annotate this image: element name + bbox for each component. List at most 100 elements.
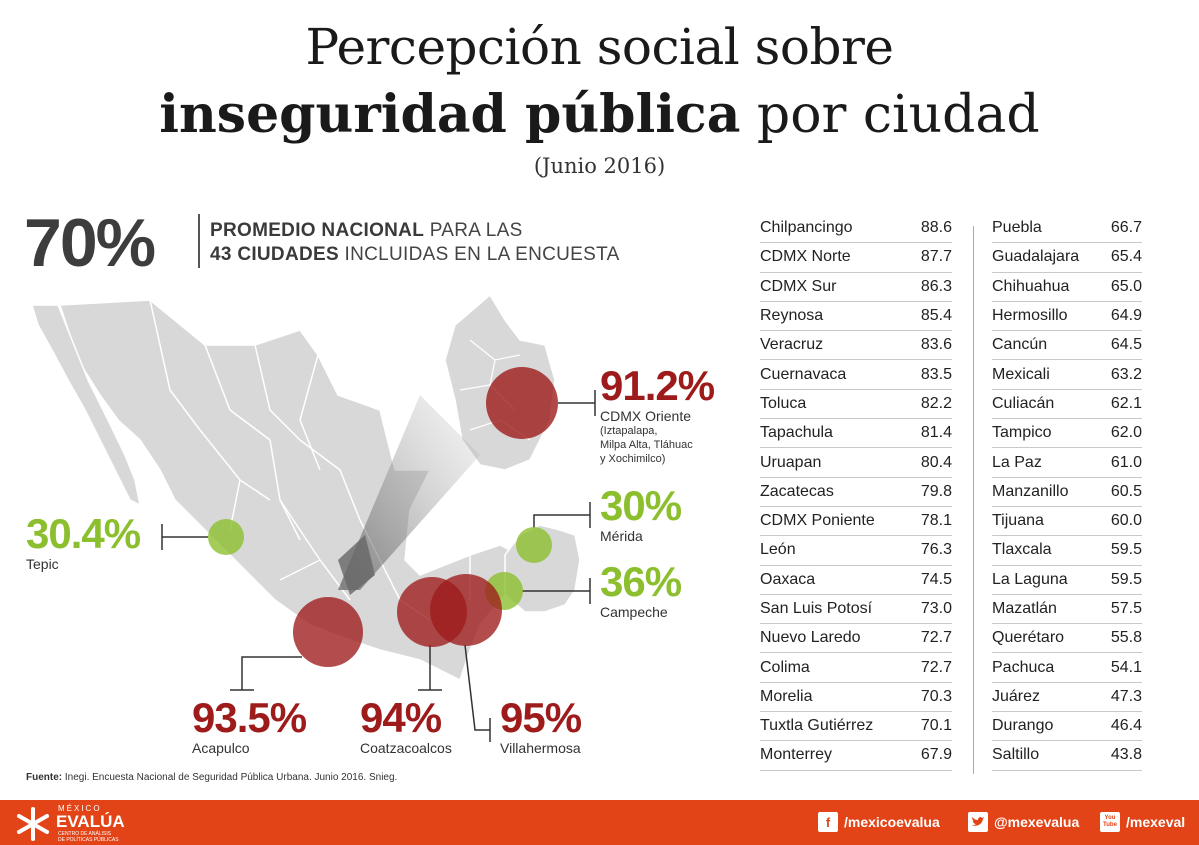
table-row: Juárez 47.3 xyxy=(992,683,1142,713)
table-row: Toluca 82.2 xyxy=(760,390,952,420)
callout-merida: 30% Mérida xyxy=(600,482,682,545)
twitter-handle: @mexevalua xyxy=(994,814,1080,830)
city-name: Zacatecas xyxy=(760,482,834,500)
table-row: Nuevo Laredo 72.7 xyxy=(760,624,952,654)
table-row: Hermosillo 64.9 xyxy=(992,302,1142,332)
callout-tepic: 30.4% Tepic xyxy=(26,512,141,573)
city-name: Cuernavaca xyxy=(760,365,847,383)
table-row: Cancún 64.5 xyxy=(992,331,1142,361)
city-name: Juárez xyxy=(992,687,1041,705)
city-value: 72.7 xyxy=(920,629,952,647)
table-row: CDMX Poniente 78.1 xyxy=(760,507,952,537)
facebook-link[interactable]: f /mexicoevalua xyxy=(818,812,940,832)
map-baja xyxy=(30,304,142,507)
bubble-acapulco xyxy=(293,597,363,667)
city-value: 43.8 xyxy=(1110,746,1142,764)
table-row: Querétaro 55.8 xyxy=(992,624,1142,654)
city-value: 83.6 xyxy=(920,336,952,354)
city-name: Tuxtla Gutiérrez xyxy=(760,717,874,735)
logo-sub: CENTRO DE ANÁLISIS xyxy=(58,831,112,837)
column-divider xyxy=(973,226,974,774)
table-row: CDMX Sur 86.3 xyxy=(760,273,952,302)
table-row: Chihuahua 65.0 xyxy=(992,273,1142,302)
table-row: Colima 72.7 xyxy=(760,653,952,683)
table-row: Mazatlán 57.5 xyxy=(992,595,1142,625)
facebook-handle: /mexicoevalua xyxy=(844,814,940,830)
table-row: Chilpancingo 88.6 xyxy=(760,214,952,244)
city-name: Cancún xyxy=(992,336,1048,354)
city-value: 67.9 xyxy=(920,746,952,764)
city-name: Tapachula xyxy=(760,424,833,442)
city-name: Durango xyxy=(992,717,1054,735)
label-rest-2: INCLUIDAS EN LA ENCUESTA xyxy=(344,244,620,265)
footer-bar: MÉXICO EVALÚA CENTRO DE ANÁLISIS DE POLÍ… xyxy=(0,800,1199,845)
page-title-line2: inseguridad pública por ciudad xyxy=(0,84,1199,145)
table-row: Tampico 62.0 xyxy=(992,419,1142,449)
city-value: 65.0 xyxy=(1110,277,1142,295)
city-name: Veracruz xyxy=(760,336,824,354)
table-row: Oaxaca 74.5 xyxy=(760,566,952,595)
city-name: Manzanillo xyxy=(992,482,1069,500)
city-value: 81.4 xyxy=(920,424,952,442)
label-bold-1: PROMEDIO NACIONAL xyxy=(210,220,425,241)
city-value: 78.1 xyxy=(920,512,952,530)
city-name: La Laguna xyxy=(992,570,1068,588)
cdmx-location xyxy=(338,535,375,595)
logo-top: MÉXICO xyxy=(58,804,102,813)
city-value: 65.4 xyxy=(1110,248,1142,266)
table-row: Pachuca 54.1 xyxy=(992,653,1142,683)
callout-villahermosa: 95% Villahermosa xyxy=(500,696,582,757)
twitter-link[interactable]: @mexevalua xyxy=(968,812,1079,832)
city-name: CDMX Poniente xyxy=(760,512,875,530)
callout-pct: 30% xyxy=(600,482,682,529)
callout-pct: 93.5% xyxy=(192,694,307,741)
table-row: Manzanillo 60.5 xyxy=(992,478,1142,507)
city-name: Chilpancingo xyxy=(760,219,853,237)
city-value: 55.8 xyxy=(1110,629,1142,647)
table-row: Veracruz 83.6 xyxy=(760,331,952,361)
callout-campeche: 36% Campeche xyxy=(600,560,682,621)
table-row: Saltillo 43.8 xyxy=(992,741,1142,771)
city-value: 64.5 xyxy=(1110,336,1142,354)
city-value: 62.0 xyxy=(1110,424,1142,442)
city-value: 73.0 xyxy=(920,600,952,617)
city-value: 80.4 xyxy=(920,453,952,471)
callout-acapulco: 93.5% Acapulco xyxy=(192,694,307,757)
source-note: Fuente: Inegi. Encuesta Nacional de Segu… xyxy=(26,772,397,783)
title-rest: por ciudad xyxy=(756,85,1040,145)
city-name: Tampico xyxy=(992,424,1052,442)
youtube-link[interactable]: You Tube /mexeval xyxy=(1100,812,1185,832)
callout-city: Tepic xyxy=(26,556,59,572)
bubble-merida xyxy=(516,527,552,563)
city-value: 79.8 xyxy=(920,482,952,500)
logo-main: EVALÚA xyxy=(56,812,125,831)
city-name: CDMX Sur xyxy=(760,277,837,295)
callout-coatzacoalcos: 94% Coatzacoalcos xyxy=(360,694,452,757)
city-name: Monterrey xyxy=(760,746,833,764)
callout-pct: 94% xyxy=(360,694,442,741)
table-row: Tuxtla Gutiérrez 70.1 xyxy=(760,712,952,742)
city-name: Uruapan xyxy=(760,453,822,471)
callout-city: Villahermosa xyxy=(500,740,581,756)
city-value: 59.5 xyxy=(1110,541,1142,559)
zoom-beam xyxy=(338,395,480,590)
ranking-table-left: Chilpancingo 88.6 CDMX Norte 87.7 CDMX Sur 86… xyxy=(760,214,952,771)
bubble-villahermosa xyxy=(430,574,502,646)
city-value: 70.3 xyxy=(920,687,952,705)
table-row: CDMX Norte 87.7 xyxy=(760,243,952,273)
national-average-label: PROMEDIO NACIONAL PARA LAS 43 CIUDADES I… xyxy=(210,219,620,267)
city-name: Mexicali xyxy=(992,365,1050,383)
page-subtitle: (Junio 2016) xyxy=(533,154,666,178)
city-name: CDMX Norte xyxy=(760,248,851,266)
city-value: 59.5 xyxy=(1110,570,1142,588)
city-name: Nuevo Laredo xyxy=(760,629,861,647)
city-name: La Paz xyxy=(992,453,1042,471)
youtube-handle: /mexeval xyxy=(1126,814,1186,830)
city-name: Querétaro xyxy=(992,629,1065,647)
city-value: 74.5 xyxy=(920,570,952,588)
city-value: 54.1 xyxy=(1110,658,1142,676)
city-name: Guadalajara xyxy=(992,248,1080,266)
city-value: 61.0 xyxy=(1110,453,1142,471)
table-row: Zacatecas 79.8 xyxy=(760,478,952,507)
source-label: Fuente: xyxy=(26,772,63,783)
